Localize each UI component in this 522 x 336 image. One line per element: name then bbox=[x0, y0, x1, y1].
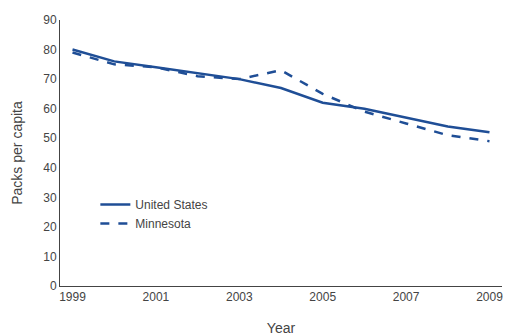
svg-text:Year: Year bbox=[267, 320, 296, 336]
svg-text:2001: 2001 bbox=[143, 290, 170, 304]
svg-text:1999: 1999 bbox=[59, 290, 86, 304]
svg-text:Packs per capita: Packs per capita bbox=[9, 101, 25, 205]
svg-text:2005: 2005 bbox=[309, 290, 336, 304]
svg-text:20: 20 bbox=[43, 220, 57, 234]
svg-text:2007: 2007 bbox=[393, 290, 420, 304]
svg-text:70: 70 bbox=[43, 72, 57, 86]
svg-text:2009: 2009 bbox=[476, 290, 503, 304]
svg-text:10: 10 bbox=[43, 250, 57, 264]
svg-text:50: 50 bbox=[43, 131, 57, 145]
svg-text:30: 30 bbox=[43, 191, 57, 205]
svg-text:Minnesota: Minnesota bbox=[135, 217, 191, 231]
svg-text:90: 90 bbox=[43, 13, 57, 27]
svg-text:United States: United States bbox=[135, 198, 207, 212]
svg-text:2003: 2003 bbox=[226, 290, 253, 304]
svg-text:40: 40 bbox=[43, 161, 57, 175]
svg-text:0: 0 bbox=[50, 279, 57, 293]
svg-text:80: 80 bbox=[43, 43, 57, 57]
svg-text:60: 60 bbox=[43, 102, 57, 116]
